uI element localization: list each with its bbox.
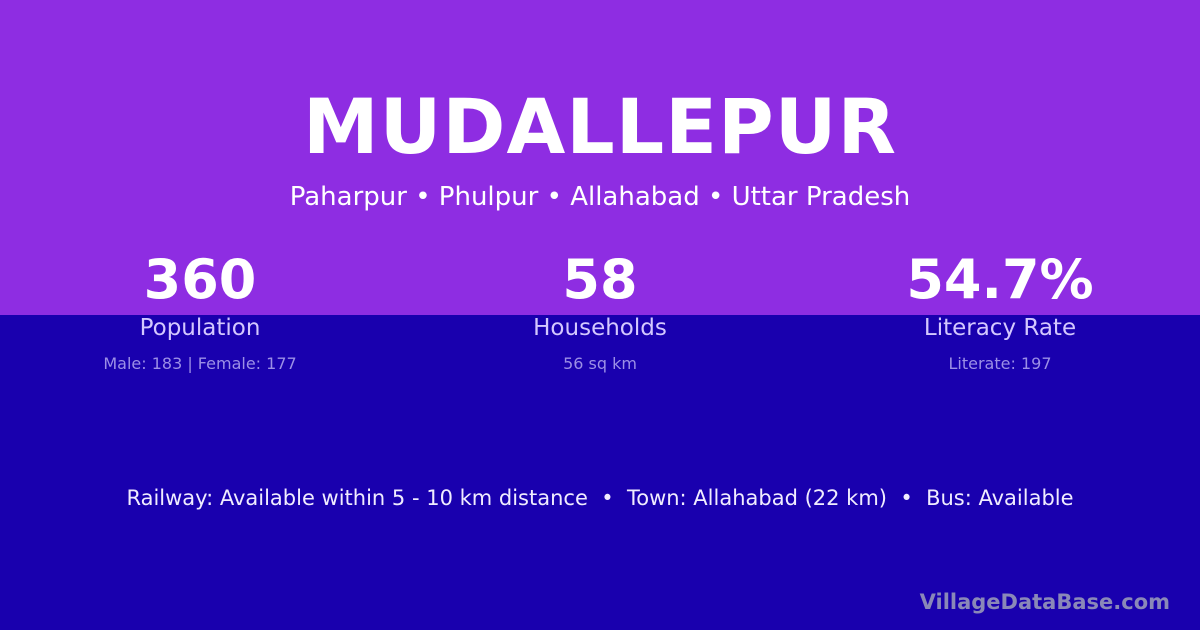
village-title: MUDALLEPUR	[303, 82, 897, 171]
stat-value: 360	[143, 248, 257, 311]
stat-detail: Male: 183 | Female: 177	[103, 354, 297, 373]
stat-value: 54.7%	[906, 248, 1094, 311]
amenities-info: Railway: Available within 5 - 10 km dist…	[126, 486, 1074, 510]
stat-label: Population	[139, 315, 261, 341]
stat-label: Households	[533, 315, 667, 341]
brand-logo: VillageDataBase.com	[919, 590, 1170, 614]
stat-detail: Literate: 197	[948, 354, 1052, 373]
stat-value: 58	[562, 248, 638, 311]
header-band	[0, 0, 1200, 315]
stat-detail: 56 sq km	[563, 354, 637, 373]
stat-label: Literacy Rate	[923, 315, 1077, 341]
location-breadcrumb: Paharpur • Phulpur • Allahabad • Uttar P…	[289, 182, 911, 212]
